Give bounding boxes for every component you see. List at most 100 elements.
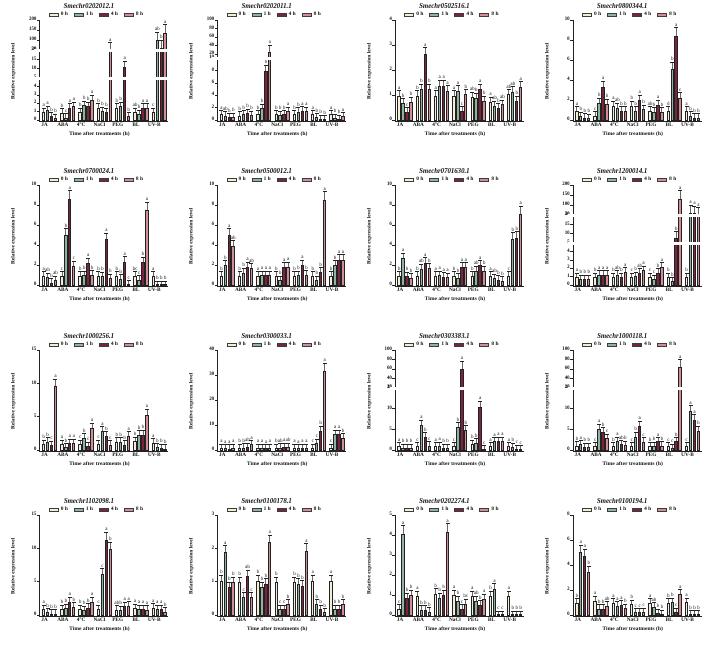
x-tick-label-4°C: 4°C	[610, 122, 619, 129]
bar-0h-PEG	[648, 110, 652, 121]
legend-item-8h: 8 h	[657, 506, 676, 513]
x-tick-label-PEG: PEG	[112, 122, 124, 129]
significance-letter: b	[427, 258, 431, 264]
bar-1h-PEG	[296, 275, 301, 286]
legend-swatch-icon	[251, 177, 262, 183]
bar-1h-NaCl	[633, 436, 638, 451]
x-tick-label-PEG: PEG	[467, 287, 479, 294]
panel-title: Smechr1102098.1	[63, 498, 114, 505]
error-bar	[415, 590, 420, 596]
plot-column: 05101520406080100babbcabcbaabbcbacbbabcc…	[552, 347, 704, 452]
error-bar	[601, 427, 606, 432]
bar-4h-4°C	[441, 448, 446, 451]
significance-letter: a	[460, 257, 463, 263]
error-bar	[604, 270, 609, 275]
panel-title: Smechr1000256.1	[63, 333, 115, 340]
error-bar	[688, 405, 693, 412]
significance-letter: a	[446, 80, 449, 86]
error-bar	[49, 278, 54, 283]
y-tick-label: 4	[33, 242, 37, 248]
plot-column: 0 10 20 30 40 a a a a b b ab a a a a a b ab a ab a a a a c c b a c a a b	[196, 347, 347, 452]
bar-1h-BL	[315, 603, 319, 616]
significance-letter: c	[64, 108, 67, 114]
y-tick-label: 10	[31, 182, 37, 188]
bar-4h-PEG	[478, 265, 482, 286]
significance-letter: b	[137, 105, 141, 111]
error-bar	[90, 94, 94, 100]
significance-letter: c	[501, 606, 504, 612]
legend-label: 1 h	[263, 176, 271, 183]
error-bar	[404, 107, 409, 112]
y-tick-label: 4	[567, 77, 570, 83]
error-bar	[488, 96, 493, 102]
x-tick-label-4°C: 4°C	[76, 287, 86, 294]
significance-letter: a	[224, 439, 227, 445]
significance-letter: b	[409, 268, 413, 274]
bar-0h-BL	[133, 112, 137, 121]
bar-4h-ABA	[245, 266, 250, 286]
y-tick-label: 200	[562, 182, 570, 188]
significance-letter: a	[471, 586, 474, 592]
error-bar	[104, 107, 109, 113]
error-bar	[267, 44, 272, 53]
x-tick-label-PEG: PEG	[467, 452, 479, 459]
error-bar	[144, 408, 149, 415]
bar-8h-ABA	[72, 443, 76, 451]
x-tick-label-UV-B: UV-B	[325, 287, 339, 294]
y-tick-mark	[570, 251, 574, 252]
legend-swatch-icon	[123, 177, 134, 183]
error-bar	[340, 433, 345, 439]
error-bar	[241, 110, 246, 115]
significance-letter: b	[50, 273, 53, 279]
x-tick-label-BL: BL	[310, 287, 318, 294]
plot-row: Relative expression level 0 5 10 15 a b b b b b a b b…	[9, 512, 169, 617]
error-bar	[159, 443, 164, 448]
y-tick-label: 2	[211, 104, 215, 110]
significance-letter: b	[630, 96, 633, 102]
error-bar	[574, 598, 579, 604]
significance-letter: ab	[499, 95, 505, 100]
plot-area: 0 2 4 6 8 b a a b a b b ab a a a b b c c c a ab b b b b c a a b b b	[567, 512, 702, 617]
error-bar	[133, 271, 138, 276]
bar-8h-PEG	[126, 116, 131, 121]
x-tick-label-JA: JA	[219, 452, 226, 459]
y-tick-label: 4	[33, 83, 37, 89]
legend-swatch-icon	[607, 177, 618, 183]
error-bar	[241, 443, 246, 448]
bar-0h-ABA	[415, 446, 420, 451]
bar-1h-PEG	[652, 446, 656, 451]
error-bar	[674, 231, 679, 238]
bar-0h-4°C	[256, 275, 260, 286]
y-tick-mark	[214, 45, 219, 46]
bar-4h-UV-B	[692, 213, 697, 286]
bar-8h-UV-B	[696, 214, 701, 286]
significance-letter: ab	[132, 103, 138, 109]
bar-1h-JA	[579, 444, 583, 451]
significance-letter: c	[405, 102, 409, 108]
significance-letter: b	[305, 265, 308, 271]
legend-swatch-icon	[276, 12, 287, 18]
significance-letter: a	[489, 266, 492, 272]
bar-4h-ABA	[68, 198, 72, 286]
x-tick-label-UV-B: UV-B	[503, 617, 516, 624]
x-tick-label-JA: JA	[574, 287, 581, 294]
significance-letter: c	[594, 106, 597, 112]
significance-letter: ab	[230, 235, 236, 241]
bar-8h-NaCl	[464, 94, 468, 121]
y-tick-mark	[214, 107, 219, 109]
error-bar	[336, 114, 341, 119]
error-bar	[41, 439, 46, 444]
error-bar	[597, 270, 602, 275]
significance-letter: a	[282, 438, 286, 444]
significance-letter: b	[587, 438, 590, 444]
error-bar	[140, 429, 145, 435]
bar-8h-BL	[500, 280, 505, 286]
significance-letter: b	[315, 594, 318, 600]
error-bar	[488, 590, 493, 596]
error-bar	[122, 256, 127, 262]
bar-4h-JA	[583, 446, 587, 451]
x-tick-label-JA: JA	[396, 287, 404, 294]
significance-letter: b	[670, 272, 674, 278]
y-tick-label: 4	[567, 562, 570, 568]
